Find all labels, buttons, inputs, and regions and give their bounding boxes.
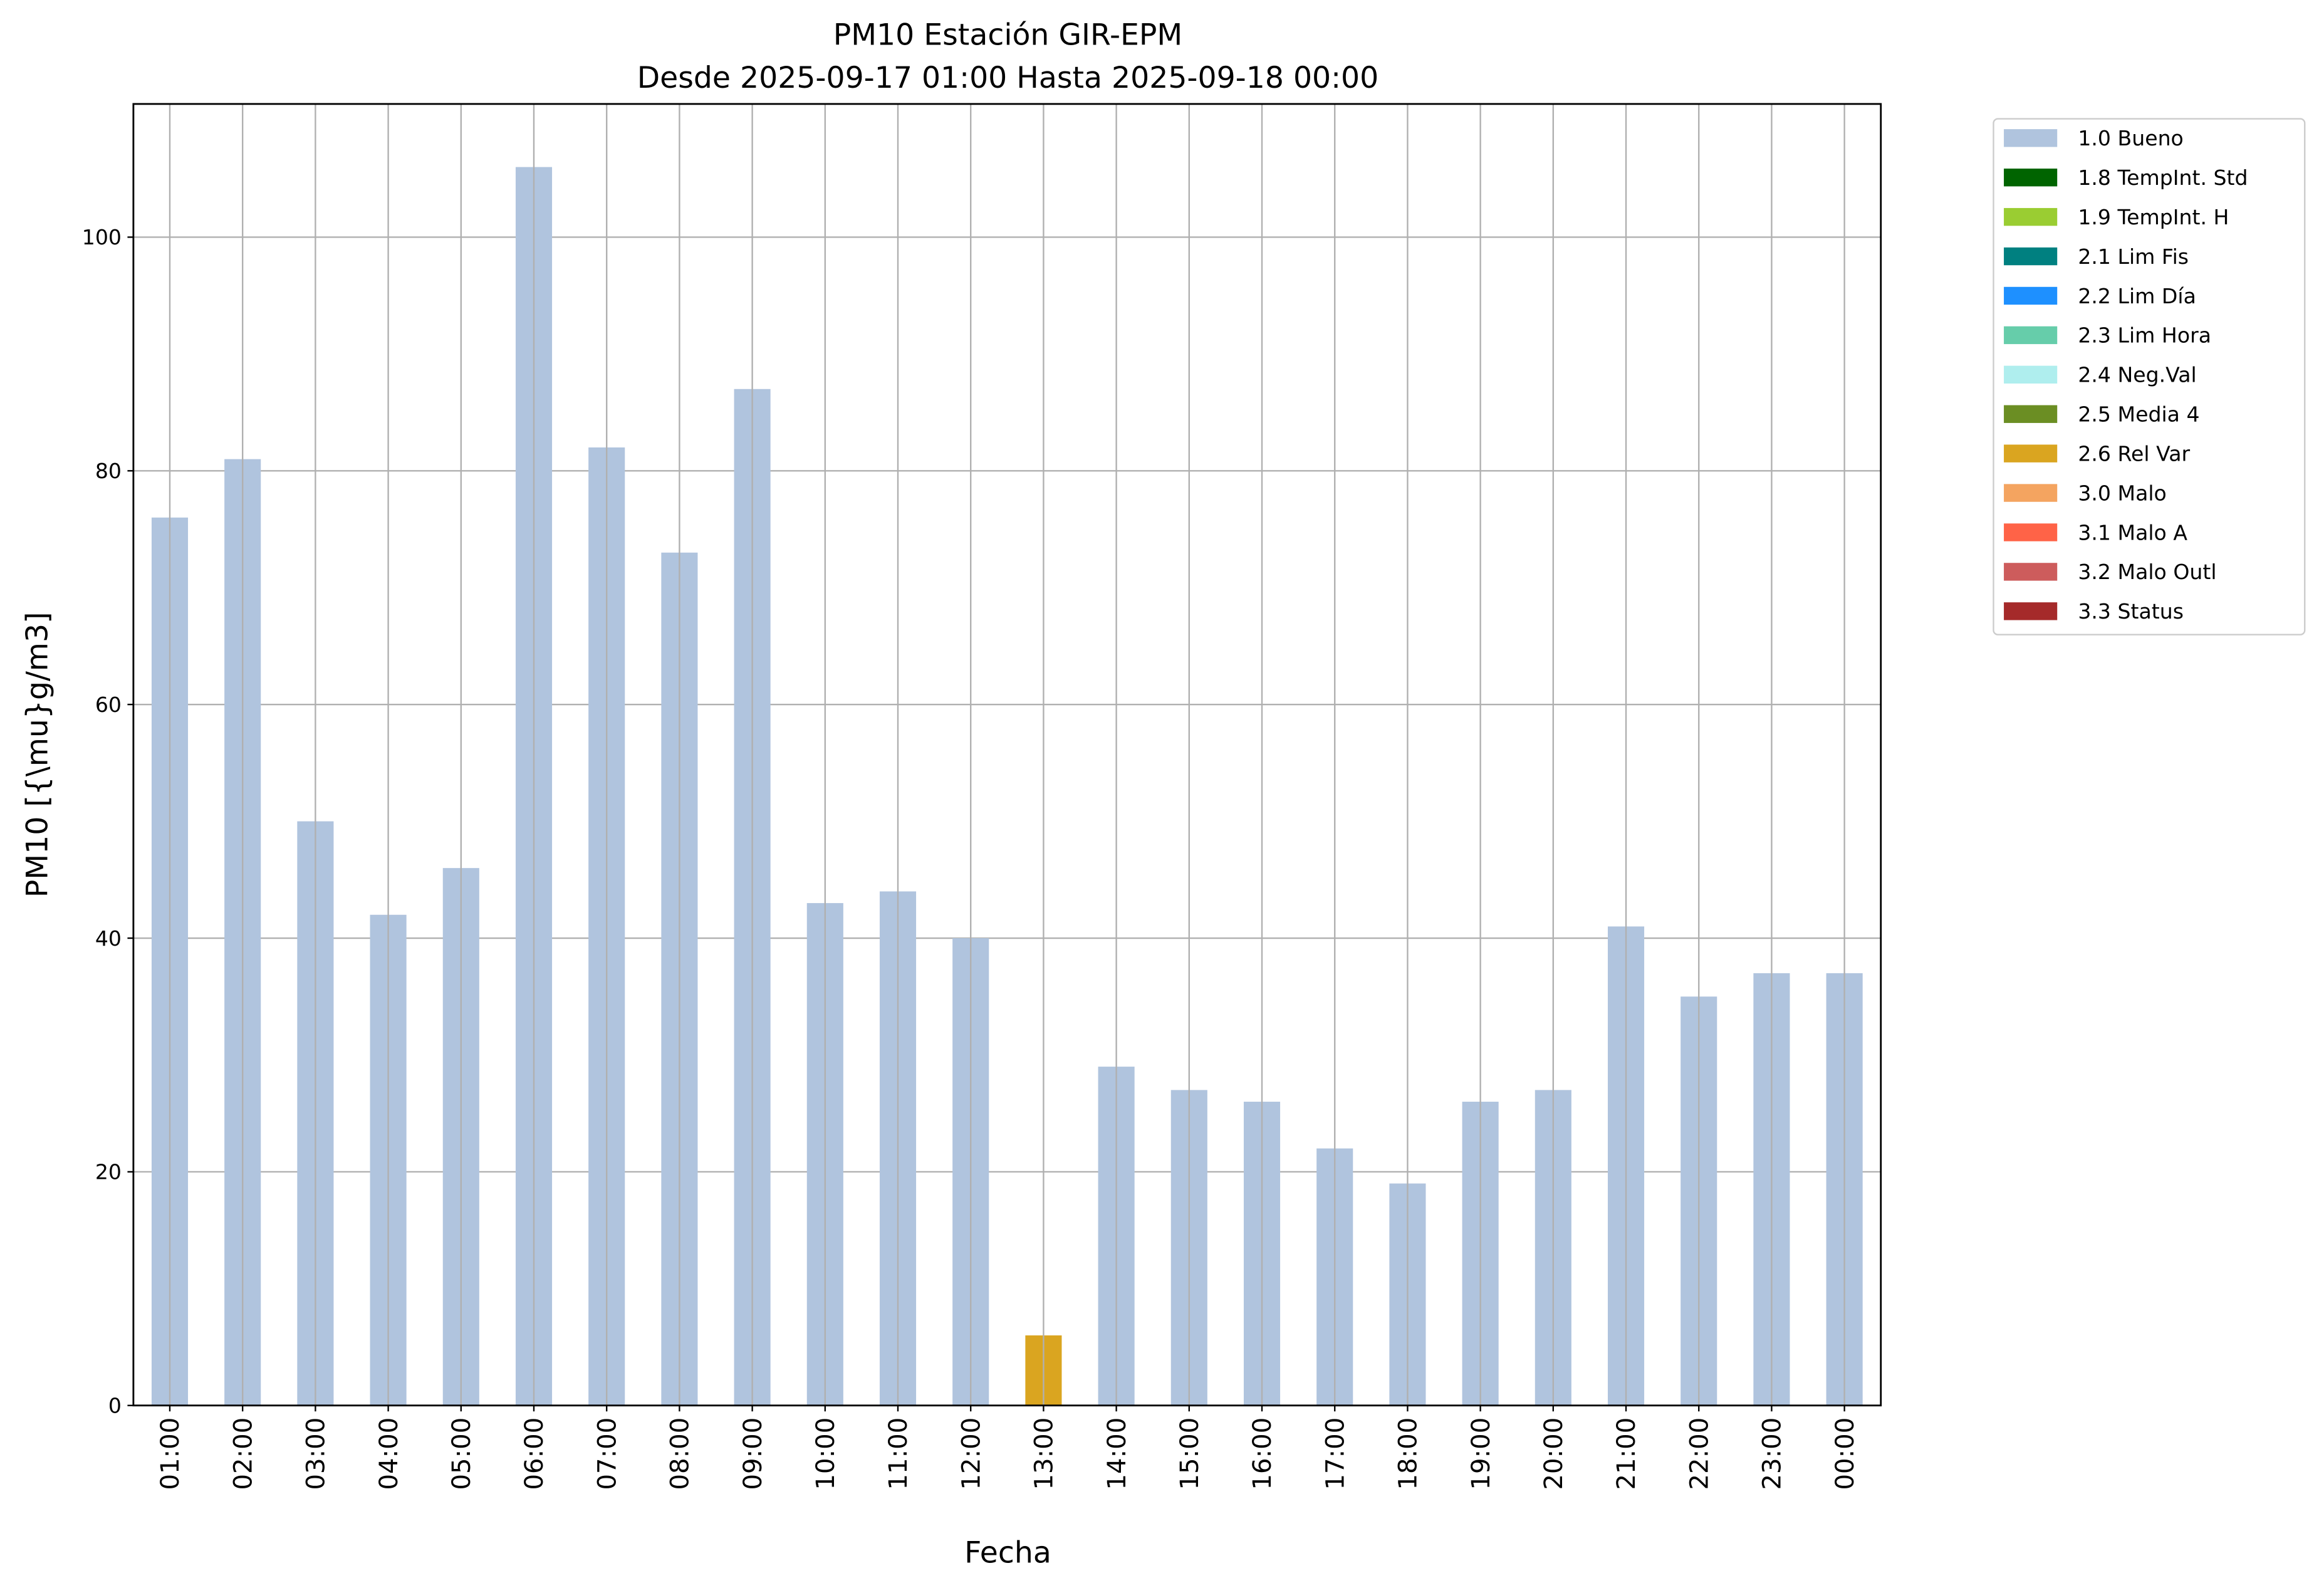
legend-swatch bbox=[2004, 444, 2058, 462]
x-tick-label: 21:00 bbox=[1612, 1418, 1641, 1490]
x-tick-label: 04:00 bbox=[375, 1418, 404, 1490]
legend-swatch bbox=[2004, 169, 2058, 187]
x-tick-label: 15:00 bbox=[1175, 1418, 1204, 1490]
x-tick-label: 06:00 bbox=[520, 1418, 549, 1490]
x-tick-label: 00:00 bbox=[1831, 1418, 1860, 1490]
legend-label: 3.2 Malo Outl bbox=[2078, 560, 2216, 584]
x-tick-label: 09:00 bbox=[739, 1418, 768, 1490]
y-tick-label: 20 bbox=[95, 1160, 122, 1184]
legend-label: 2.4 Neg.Val bbox=[2078, 363, 2196, 387]
x-tick-label: 03:00 bbox=[302, 1418, 331, 1490]
legend-swatch bbox=[2004, 523, 2058, 541]
x-tick-label: 22:00 bbox=[1685, 1418, 1714, 1490]
y-tick-label: 100 bbox=[82, 225, 122, 249]
legend-label: 2.1 Lim Fis bbox=[2078, 244, 2189, 269]
legend-swatch bbox=[2004, 484, 2058, 502]
legend-swatch bbox=[2004, 602, 2058, 620]
x-tick-label: 14:00 bbox=[1103, 1418, 1132, 1490]
y-tick-label: 80 bbox=[95, 459, 122, 483]
legend-label: 2.6 Rel Var bbox=[2078, 441, 2190, 466]
x-tick-label: 17:00 bbox=[1321, 1418, 1350, 1490]
x-tick-label: 01:00 bbox=[156, 1418, 185, 1490]
x-axis: 01:00 02:00 03:00 04:00 05:00 06:00 07:00 08:00… bbox=[156, 1405, 1860, 1490]
x-tick-label: 02:00 bbox=[229, 1418, 258, 1490]
plot-frame bbox=[132, 103, 1882, 1407]
x-tick-label: 08:00 bbox=[666, 1418, 695, 1490]
legend: 1.0 Bueno 1.8 TempInt. Std 1.9 TempInt. H 2… bbox=[1993, 118, 2306, 635]
x-tick-label: 18:00 bbox=[1394, 1418, 1423, 1490]
legend-swatch bbox=[2004, 207, 2058, 226]
x-axis-label: Fecha bbox=[964, 1535, 1051, 1570]
x-tick-label: 05:00 bbox=[447, 1418, 476, 1490]
legend-label: 1.0 Bueno bbox=[2078, 126, 2184, 150]
legend-label: 2.3 Lim Hora bbox=[2078, 323, 2211, 348]
legend-label: 2.5 Media 4 bbox=[2078, 402, 2199, 427]
legend-swatch bbox=[2004, 326, 2058, 345]
legend-swatch bbox=[2004, 247, 2058, 266]
y-tick-label: 60 bbox=[95, 692, 122, 717]
x-tick-label: 19:00 bbox=[1467, 1418, 1496, 1490]
y-tick-label: 40 bbox=[95, 926, 122, 951]
chart-title: PM10 Estación GIR-EPM bbox=[833, 18, 1183, 52]
x-tick-label: 23:00 bbox=[1758, 1418, 1787, 1490]
legend-swatch bbox=[2004, 405, 2058, 423]
legend-label: 1.8 TempInt. Std bbox=[2078, 165, 2248, 190]
legend-label: 3.3 Status bbox=[2078, 599, 2184, 624]
legend-swatch bbox=[2004, 286, 2058, 305]
x-tick-label: 11:00 bbox=[884, 1418, 913, 1490]
x-tick-label: 07:00 bbox=[593, 1418, 622, 1490]
x-tick-label: 13:00 bbox=[1030, 1418, 1059, 1490]
legend-swatch bbox=[2004, 563, 2058, 581]
x-tick-label: 12:00 bbox=[957, 1418, 986, 1490]
legend-swatch bbox=[2004, 365, 2058, 384]
x-tick-label: 10:00 bbox=[811, 1418, 840, 1490]
y-tick-label: 0 bbox=[108, 1394, 122, 1418]
legend-label: 3.0 Malo bbox=[2078, 481, 2167, 505]
chart-subtitle: Desde 2025-09-17 01:00 Hasta 2025-09-18 … bbox=[637, 61, 1379, 95]
vertical-grid bbox=[169, 103, 1845, 1406]
legend-label: 2.2 Lim Día bbox=[2078, 284, 2196, 308]
legend-label: 3.1 Malo A bbox=[2078, 520, 2187, 545]
legend-swatch bbox=[2004, 129, 2058, 147]
y-axis-label: PM10 [{\mu}g/m3] bbox=[21, 612, 55, 897]
legend-frame bbox=[1993, 118, 2306, 635]
x-tick-label: 20:00 bbox=[1540, 1418, 1568, 1490]
legend-label: 1.9 TempInt. H bbox=[2078, 205, 2229, 229]
x-tick-label: 16:00 bbox=[1248, 1418, 1277, 1490]
y-axis: 0 20 40 60 80 100 bbox=[82, 225, 133, 1418]
